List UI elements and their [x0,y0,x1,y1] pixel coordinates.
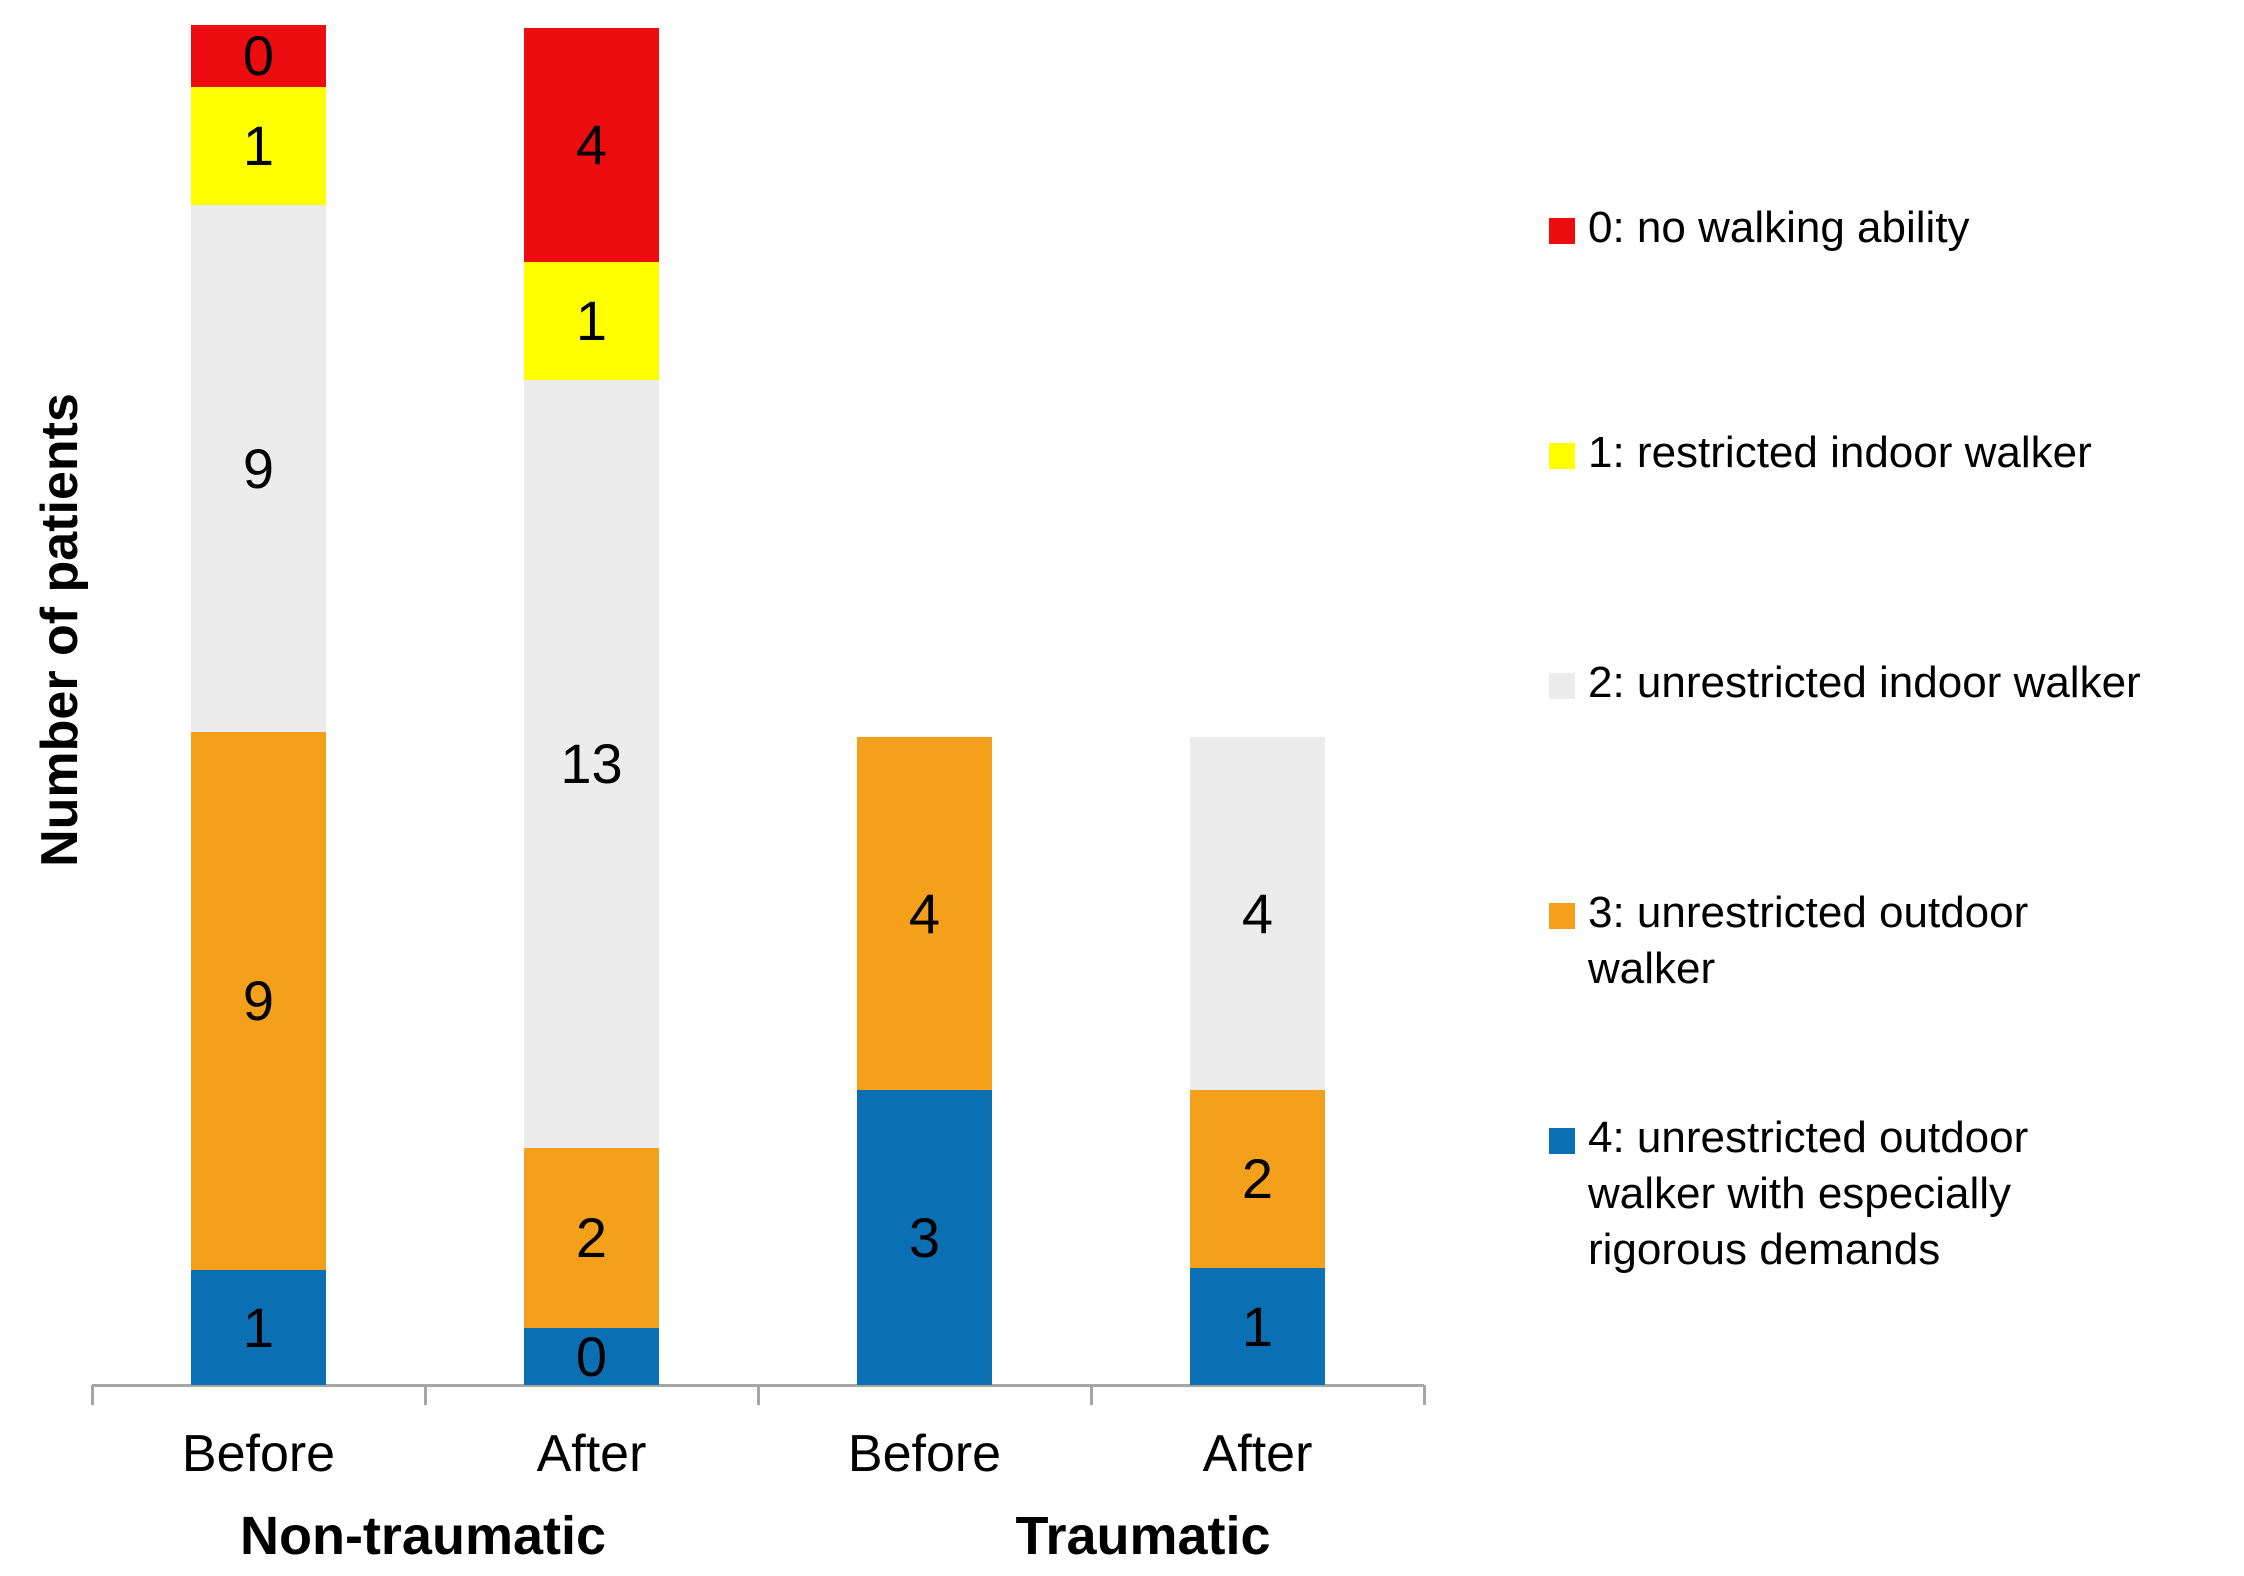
legend-item: 4: unrestricted outdoor walker with espec… [1549,1110,2028,1278]
category-label-after: After [1202,1425,1313,1483]
bar-segment-series-2: 4 [1190,737,1325,1090]
legend-item: 0: no walking ability [1549,200,1970,256]
x-axis-tick [91,1385,94,1405]
legend-color-swatch [1549,443,1575,469]
bar-segment-value-label: 4 [575,113,608,176]
legend-item-label: 4: unrestricted outdoor walker with espec… [1588,1110,2028,1278]
bar-segment-value-label: 1 [242,1295,275,1359]
legend-label-line: rigorous demands [1588,1225,1941,1274]
legend-item-label: 1: restricted indoor walker [1588,425,2092,481]
x-axis-tick [1090,1385,1093,1405]
bar-segment-value-label: 3 [908,1205,941,1269]
bar-segment-value-label: 1 [242,114,275,177]
bar-segment-series-4: 1 [1190,1268,1325,1385]
bar-segment-series-0: 0 [191,25,326,87]
bar-segment-series-3: 2 [1190,1090,1325,1268]
bar-segment-series-2: 9 [191,205,326,732]
x-axis-tick [424,1385,427,1405]
bar-segment-value-label: 1 [575,289,608,352]
legend-color-swatch [1549,903,1575,929]
legend-item-label: 2: unrestricted indoor walker [1588,655,2141,711]
legend-label-line: 3: unrestricted outdoor [1588,888,2029,937]
bar-segment-series-3: 2 [524,1148,659,1328]
bar-segment-series-3: 4 [857,737,992,1090]
bar-segment-value-label: 13 [560,732,623,795]
x-axis-tick [1423,1385,1426,1405]
bar-segment-series-3: 9 [191,732,326,1270]
legend-label-line: 1: restricted indoor walker [1588,428,2092,477]
bar-segment-series-1: 1 [524,262,659,380]
category-label-before: Before [847,1425,1002,1483]
bar-segment-series-0: 4 [524,28,659,262]
y-axis-title: Number of patients [31,393,89,867]
legend-label-line: 4: unrestricted outdoor [1588,1113,2029,1162]
category-label-after: After [536,1425,647,1483]
bar-segment-series-4: 0 [524,1328,659,1385]
legend-item: 3: unrestricted outdoor walker [1549,885,2028,997]
bar-segment-value-label: 1 [1241,1294,1274,1358]
bar-segment-value-label: 4 [1241,881,1274,945]
legend-color-swatch [1549,218,1575,244]
bar-traumatic-after: 4 2 1 [1190,737,1325,1385]
legend-label-line: walker [1588,944,1716,993]
legend-color-swatch [1549,1128,1575,1154]
bar-segment-series-4: 3 [857,1090,992,1385]
category-label-before: Before [181,1425,336,1483]
legend-label-line: walker with especially [1588,1169,2012,1218]
legend-item-label: 0: no walking ability [1588,200,1970,256]
bar-segment-value-label: 9 [242,436,275,500]
legend-label-line: 2: unrestricted indoor walker [1588,658,2141,707]
legend-item-label: 3: unrestricted outdoor walker [1588,885,2028,997]
bar-segment-value-label: 2 [1241,1147,1274,1210]
group-label-non-traumatic: Non-traumatic [239,1506,607,1566]
bar-segment-value-label: 0 [575,1324,608,1388]
legend-item: 2: unrestricted indoor walker [1549,655,2141,711]
bar-segment-value-label: 4 [908,881,941,945]
bar-non-traumatic-before: 0 1 9 9 1 [191,25,326,1385]
bar-segment-value-label: 9 [242,969,275,1032]
bar-segment-series-1: 1 [191,87,326,205]
bar-segment-value-label: 2 [575,1206,608,1269]
legend-item: 1: restricted indoor walker [1549,425,2092,481]
bar-segment-value-label: 0 [242,24,275,87]
x-axis-tick [757,1385,760,1405]
legend-color-swatch [1549,673,1575,699]
legend-label-line: 0: no walking ability [1588,203,1970,252]
bar-non-traumatic-after: 4 1 13 2 0 [524,28,659,1385]
bar-segment-series-2: 13 [524,380,659,1148]
bar-segment-series-4: 1 [191,1270,326,1385]
group-label-traumatic: Traumatic [1015,1506,1271,1566]
